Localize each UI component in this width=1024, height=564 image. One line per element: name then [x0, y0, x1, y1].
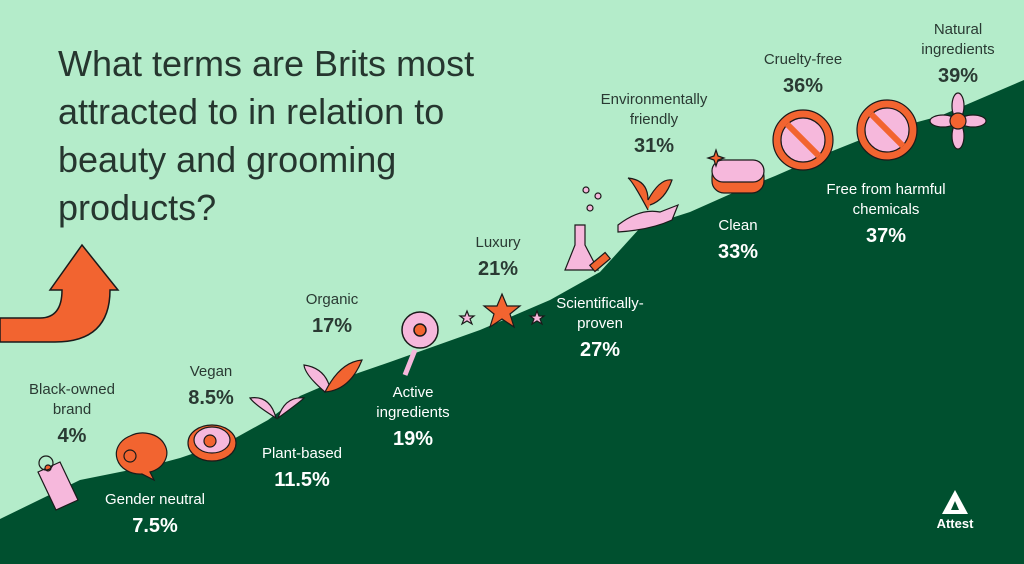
item-active-ingredients: Active ingredients 19% — [363, 383, 463, 452]
item-value: 4% — [57, 425, 87, 447]
item-label: Active ingredients — [376, 384, 450, 421]
item-value: 7.5% — [132, 515, 178, 537]
item-free-from-harmful-chemicals: Free from harmful chemicals 37% — [814, 180, 959, 249]
item-value: 17% — [311, 315, 353, 337]
item-label: Luxury — [475, 234, 521, 251]
item-label: Vegan — [189, 363, 233, 380]
attest-logo: Attest — [936, 516, 974, 531]
item-value: 11.5% — [274, 469, 330, 491]
item-label: Gender neutral — [104, 491, 206, 508]
sponge-icon — [706, 148, 765, 194]
item-label: Organic — [305, 291, 359, 308]
item-value: 27% — [579, 339, 621, 361]
attest-logo-icon — [942, 490, 968, 514]
leaf-icon — [303, 359, 363, 393]
item-black-owned: Black-owned brand 4% — [17, 380, 127, 449]
item-organic: Organic 17% — [292, 290, 372, 339]
leaves-icon — [248, 397, 306, 420]
item-label: Black-owned brand — [29, 381, 115, 418]
item-value: 39% — [937, 65, 979, 87]
avocado-icon — [187, 424, 237, 462]
page-title: What terms are Brits most attracted to i… — [58, 43, 475, 228]
item-label: Natural ingredients — [921, 21, 995, 58]
price-tag-icon — [37, 455, 79, 511]
flower-icon — [929, 92, 987, 150]
item-environmentally-friendly: Environmentally friendly 31% — [584, 90, 724, 159]
item-value: 33% — [717, 241, 759, 263]
item-clean: Clean 33% — [698, 216, 778, 265]
item-plant-based: Plant-based 11.5% — [247, 444, 357, 493]
item-label: Clean — [718, 217, 758, 234]
item-value: 37% — [865, 225, 907, 247]
gender-symbol-icon — [115, 432, 168, 482]
no-chemicals-icon — [856, 99, 918, 161]
item-value: 19% — [392, 428, 434, 450]
item-value: 31% — [633, 135, 675, 157]
magnifier-icon — [401, 311, 439, 376]
item-value: 8.5% — [188, 387, 234, 409]
stars-icon — [458, 292, 546, 329]
item-label: Free from harmful chemicals — [826, 181, 946, 218]
item-scientifically-proven: Scientifically-proven 27% — [545, 294, 655, 363]
item-label: Plant-based — [261, 445, 343, 462]
item-label: Environmentally friendly — [600, 91, 708, 128]
up-arrow-icon — [0, 243, 120, 343]
item-natural-ingredients: Natural ingredients 39% — [908, 20, 1008, 89]
item-cruelty-free: Cruelty-free 36% — [753, 50, 853, 99]
item-label: Cruelty-free — [763, 51, 843, 68]
item-vegan: Vegan 8.5% — [171, 362, 251, 411]
item-value: 36% — [782, 75, 824, 97]
item-label: Scientifically-proven — [556, 295, 644, 332]
no-animal-testing-icon — [772, 109, 834, 171]
item-value: 21% — [477, 258, 519, 280]
hand-plant-icon — [617, 177, 680, 233]
item-luxury: Luxury 21% — [458, 233, 538, 282]
item-gender-neutral: Gender neutral 7.5% — [90, 490, 220, 539]
flask-icon — [564, 186, 612, 273]
